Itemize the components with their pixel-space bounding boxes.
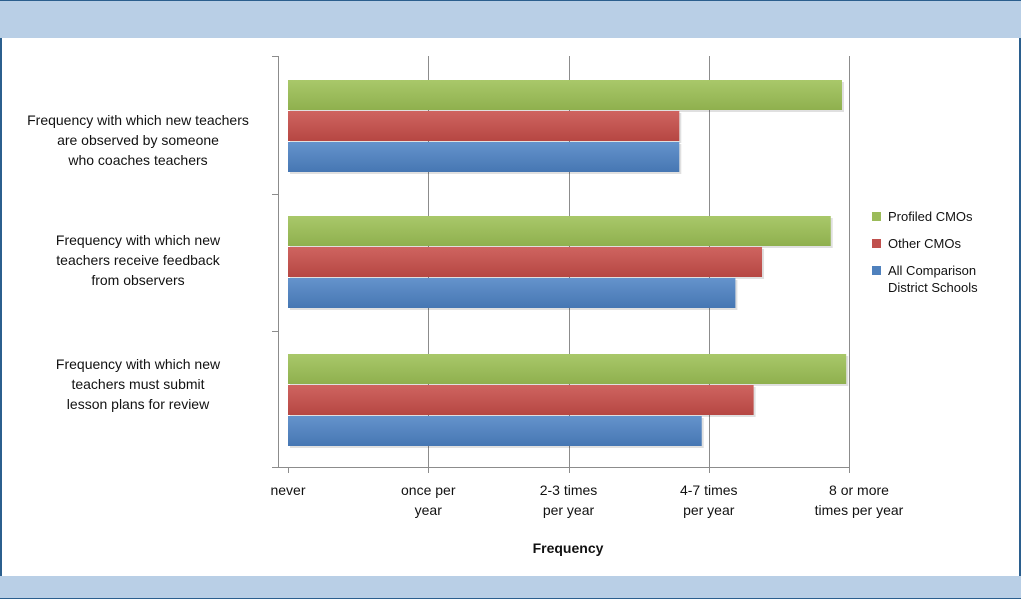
category-label-line: are observed by someone [57,132,219,148]
category-label: Frequency with which new teachers are obs… [8,110,268,170]
legend-swatch [872,239,881,248]
x-tick-label: never [218,480,358,500]
category-label-line: teachers receive feedback [56,252,220,268]
category-label-line: Frequency with which new [55,232,221,248]
x-tick-label-line: times per year [814,502,904,518]
x-tick-label-line: per year [542,502,595,518]
x-tick-label: once per year [358,480,498,520]
bar-all-comparison-district-schools [288,142,680,172]
bar-other-cmos [288,385,754,415]
category-label-line: lesson plans for review [66,396,210,412]
bar-all-comparison-district-schools [288,416,702,446]
x-tick-label-line: 2-3 times [539,482,598,498]
legend-label-line: District Schools [888,280,978,295]
category-label-line: from observers [91,272,185,288]
category-label-line: teachers must submit [71,376,205,392]
x-tick-label-line: never [270,482,306,498]
legend-item: All Comparison District Schools [872,262,1012,296]
bar-all-comparison-district-schools [288,278,736,308]
bar-profiled-cmos [288,80,842,110]
bar-profiled-cmos [288,216,831,246]
legend: Profiled CMOs Other CMOs All Comparison Dis… [872,208,1012,306]
bar-other-cmos [288,111,680,141]
x-tick-label-line: 8 or more [829,482,889,498]
x-tick-label: 8 or more times per year [789,480,929,520]
category-label-line: Frequency with which new teachers [27,112,249,128]
category-label-line: Frequency with which new [55,356,221,372]
x-tick-label-line: 4-7 times [679,482,738,498]
legend-swatch [872,212,881,221]
x-tick-label-line: once per [401,482,456,498]
x-tick-label-line: per year [683,502,735,518]
header-band [0,0,1021,38]
legend-label-line: Other CMOs [888,236,961,251]
category-label: Frequency with which new teachers receive… [8,230,268,290]
category-label: Frequency with which new teachers must su… [8,354,268,414]
legend-label-line: Profiled CMOs [888,209,973,224]
bar-profiled-cmos [288,354,847,384]
x-axis-title: Frequency [532,540,604,556]
x-tick-label: 4-7 times per year [639,480,779,520]
legend-swatch [872,266,881,275]
legend-item: Profiled CMOs [872,208,1012,225]
bar-other-cmos [288,247,763,277]
bars [288,80,849,448]
x-tick-label-line: year [414,502,442,518]
category-label-line: who coaches teachers [68,152,208,168]
legend-label-line: All Comparison [888,263,977,278]
legend-item: Other CMOs [872,235,1012,252]
axes [272,56,850,473]
x-tick-label: 2-3 times per year [499,480,639,520]
